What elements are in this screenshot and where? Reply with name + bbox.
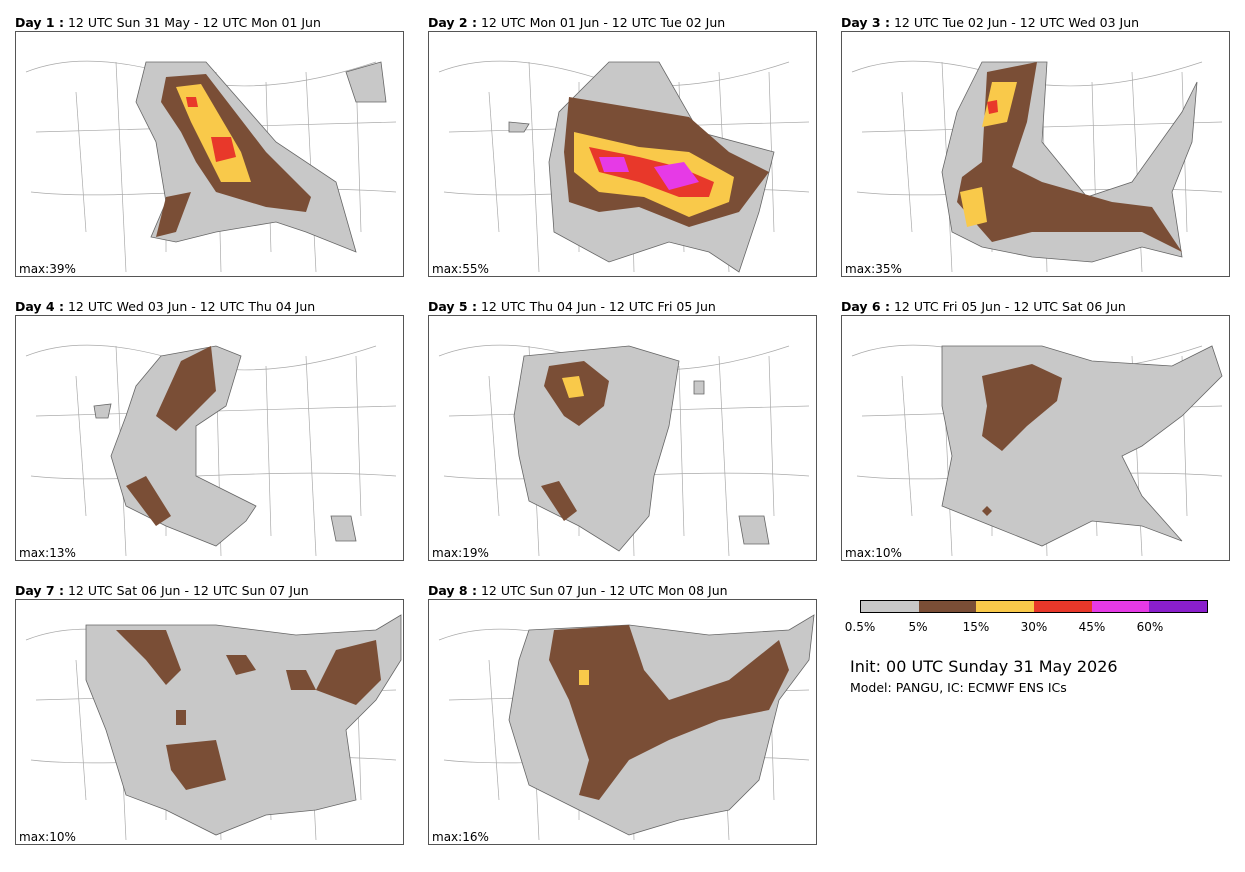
max-label: max:13%: [19, 546, 76, 560]
max-label: max:35%: [845, 262, 902, 276]
time-range: 12 UTC Sun 07 Jun - 12 UTC Mon 08 Jun: [480, 583, 728, 598]
day-label: Day 1 :: [15, 15, 64, 30]
map-frame: max:10%: [15, 599, 404, 845]
max-label: max:55%: [432, 262, 489, 276]
map-frame: max:39%: [15, 31, 404, 277]
legend-tick: 60%: [1136, 620, 1164, 634]
day-label: Day 8 :: [428, 583, 477, 598]
max-label: max:16%: [432, 830, 489, 844]
time-range: 12 UTC Fri 05 Jun - 12 UTC Sat 06 Jun: [893, 299, 1126, 314]
time-range: 12 UTC Thu 04 Jun - 12 UTC Fri 05 Jun: [480, 299, 716, 314]
max-label: max:39%: [19, 262, 76, 276]
panel-title: Day 7 : 12 UTC Sat 06 Jun - 12 UTC Sun 0…: [15, 583, 309, 598]
map-svg: [438, 60, 810, 273]
map-frame: max:10%: [841, 315, 1230, 561]
day-label: Day 2 :: [428, 15, 477, 30]
time-range: 12 UTC Tue 02 Jun - 12 UTC Wed 03 Jun: [893, 15, 1140, 30]
panel-title: Day 1 : 12 UTC Sun 31 May - 12 UTC Mon 0…: [15, 15, 321, 30]
map-svg: [25, 614, 402, 841]
panel-title: Day 3 : 12 UTC Tue 02 Jun - 12 UTC Wed 0…: [841, 15, 1139, 30]
legend-tick: 0.5%: [844, 620, 876, 634]
max-label: max:10%: [845, 546, 902, 560]
color-swatch-3: [976, 601, 1035, 612]
color-swatch-5: [1091, 601, 1150, 612]
panel-title: Day 2 : 12 UTC Mon 01 Jun - 12 UTC Tue 0…: [428, 15, 725, 30]
colorbar: [860, 600, 1208, 613]
color-swatch-4: [1034, 601, 1092, 612]
time-range: 12 UTC Sun 31 May - 12 UTC Mon 01 Jun: [67, 15, 321, 30]
day-label: Day 6 :: [841, 299, 890, 314]
panel-title: Day 8 : 12 UTC Sun 07 Jun - 12 UTC Mon 0…: [428, 583, 728, 598]
day-label: Day 4 :: [15, 299, 64, 314]
map-frame: max:16%: [428, 599, 817, 845]
map-svg: [25, 60, 397, 273]
map-frame: max:13%: [15, 315, 404, 561]
legend-tick: 45%: [1078, 620, 1106, 634]
legend-tick: 30%: [1020, 620, 1048, 634]
map-svg: [438, 344, 810, 557]
legend-tick: 15%: [962, 620, 990, 634]
map-svg: [438, 614, 815, 841]
day-label: Day 7 :: [15, 583, 64, 598]
legend-tick: 5%: [908, 620, 928, 634]
model-info: Model: PANGU, IC: ECMWF ENS ICs: [850, 680, 1067, 695]
day-label: Day 3 :: [841, 15, 890, 30]
map-frame: max:35%: [841, 31, 1230, 277]
max-label: max:19%: [432, 546, 489, 560]
max-label: max:10%: [19, 830, 76, 844]
map-svg: [851, 60, 1223, 273]
map-svg: [25, 344, 397, 557]
day-label: Day 5 :: [428, 299, 477, 314]
color-swatch-1: [861, 601, 919, 612]
map-svg: [851, 344, 1223, 557]
panel-title: Day 6 : 12 UTC Fri 05 Jun - 12 UTC Sat 0…: [841, 299, 1126, 314]
color-swatch-2: [918, 601, 977, 612]
panel-title: Day 4 : 12 UTC Wed 03 Jun - 12 UTC Thu 0…: [15, 299, 315, 314]
map-frame: max:19%: [428, 315, 817, 561]
map-frame: max:55%: [428, 31, 817, 277]
time-range: 12 UTC Mon 01 Jun - 12 UTC Tue 02 Jun: [480, 15, 726, 30]
panel-title: Day 5 : 12 UTC Thu 04 Jun - 12 UTC Fri 0…: [428, 299, 716, 314]
time-range: 12 UTC Sat 06 Jun - 12 UTC Sun 07 Jun: [67, 583, 309, 598]
color-swatch-6: [1149, 601, 1208, 612]
init-time: Init: 00 UTC Sunday 31 May 2026: [850, 657, 1118, 676]
time-range: 12 UTC Wed 03 Jun - 12 UTC Thu 04 Jun: [67, 299, 316, 314]
